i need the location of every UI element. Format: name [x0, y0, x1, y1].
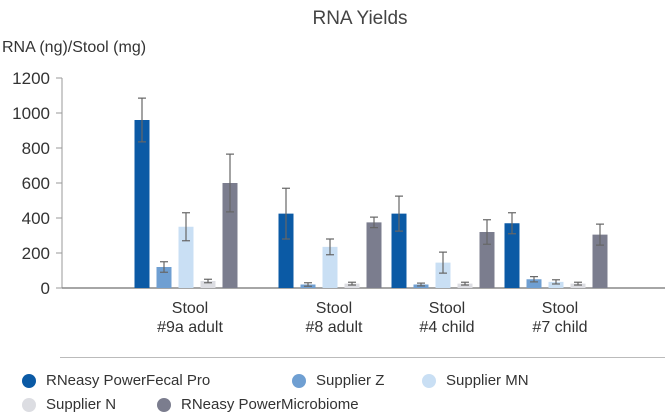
x-tick-label: Stool: [172, 300, 208, 317]
x-tick-label: #9a adult: [157, 319, 223, 336]
bar: [548, 281, 564, 288]
y-tick-label: 600: [22, 174, 50, 193]
bar-chart: RNA Yields RNA (ng)/Stool (mg) 0 200 400 60…: [2, 8, 665, 336]
legend-item: Supplier N: [22, 396, 116, 413]
bar: [200, 281, 216, 288]
x-tick-label: #4 child: [419, 319, 474, 336]
legend-label: Supplier Z: [316, 372, 385, 389]
legend-item: Supplier MN: [422, 372, 529, 389]
x-tick-label: #7 child: [532, 319, 587, 336]
bar: [178, 226, 194, 288]
legend-item: Supplier Z: [292, 372, 384, 389]
bar: [592, 234, 608, 288]
legend-swatch: [22, 373, 36, 388]
y-tick-label: 0: [41, 279, 50, 298]
bar: [134, 120, 150, 288]
bar: [504, 223, 520, 288]
bar: [222, 183, 238, 288]
bar: [457, 283, 473, 288]
bar: [479, 232, 495, 288]
legend-label: Supplier N: [46, 396, 117, 413]
bar: [322, 246, 338, 288]
y-tick-label: 200: [22, 244, 50, 263]
legend-swatch: [292, 373, 306, 388]
legend-item: RNeasy PowerFecal Pro: [22, 372, 210, 389]
y-tick-label: 1200: [12, 69, 50, 88]
legend-swatch: [157, 397, 171, 412]
y-tick-label: 800: [22, 139, 50, 158]
bar: [344, 283, 360, 288]
x-tick-label: Stool: [542, 300, 578, 317]
bar: [435, 262, 451, 288]
bar: [278, 213, 294, 288]
y-tick-label: 1000: [12, 104, 50, 123]
bar: [391, 213, 407, 288]
bar: [570, 283, 586, 288]
chart-title: RNA Yields: [312, 8, 407, 29]
x-tick-label: #8 adult: [306, 319, 363, 336]
y-tick-label: 400: [22, 209, 50, 228]
x-tick-label: Stool: [316, 300, 352, 317]
legend-item: RNeasy PowerMicrobiome: [157, 396, 359, 413]
legend-divider: [60, 357, 665, 358]
bar: [366, 222, 382, 288]
legend-label: Supplier MN: [446, 372, 529, 389]
y-axis-label: RNA (ng)/Stool (mg): [2, 39, 146, 56]
legend-swatch: [22, 397, 36, 412]
legend-label: RNeasy PowerFecal Pro: [46, 372, 211, 389]
legend-label: RNeasy PowerMicrobiome: [181, 396, 359, 413]
bar: [526, 279, 542, 288]
legend-swatch: [422, 373, 436, 388]
x-tick-label: Stool: [429, 300, 465, 317]
